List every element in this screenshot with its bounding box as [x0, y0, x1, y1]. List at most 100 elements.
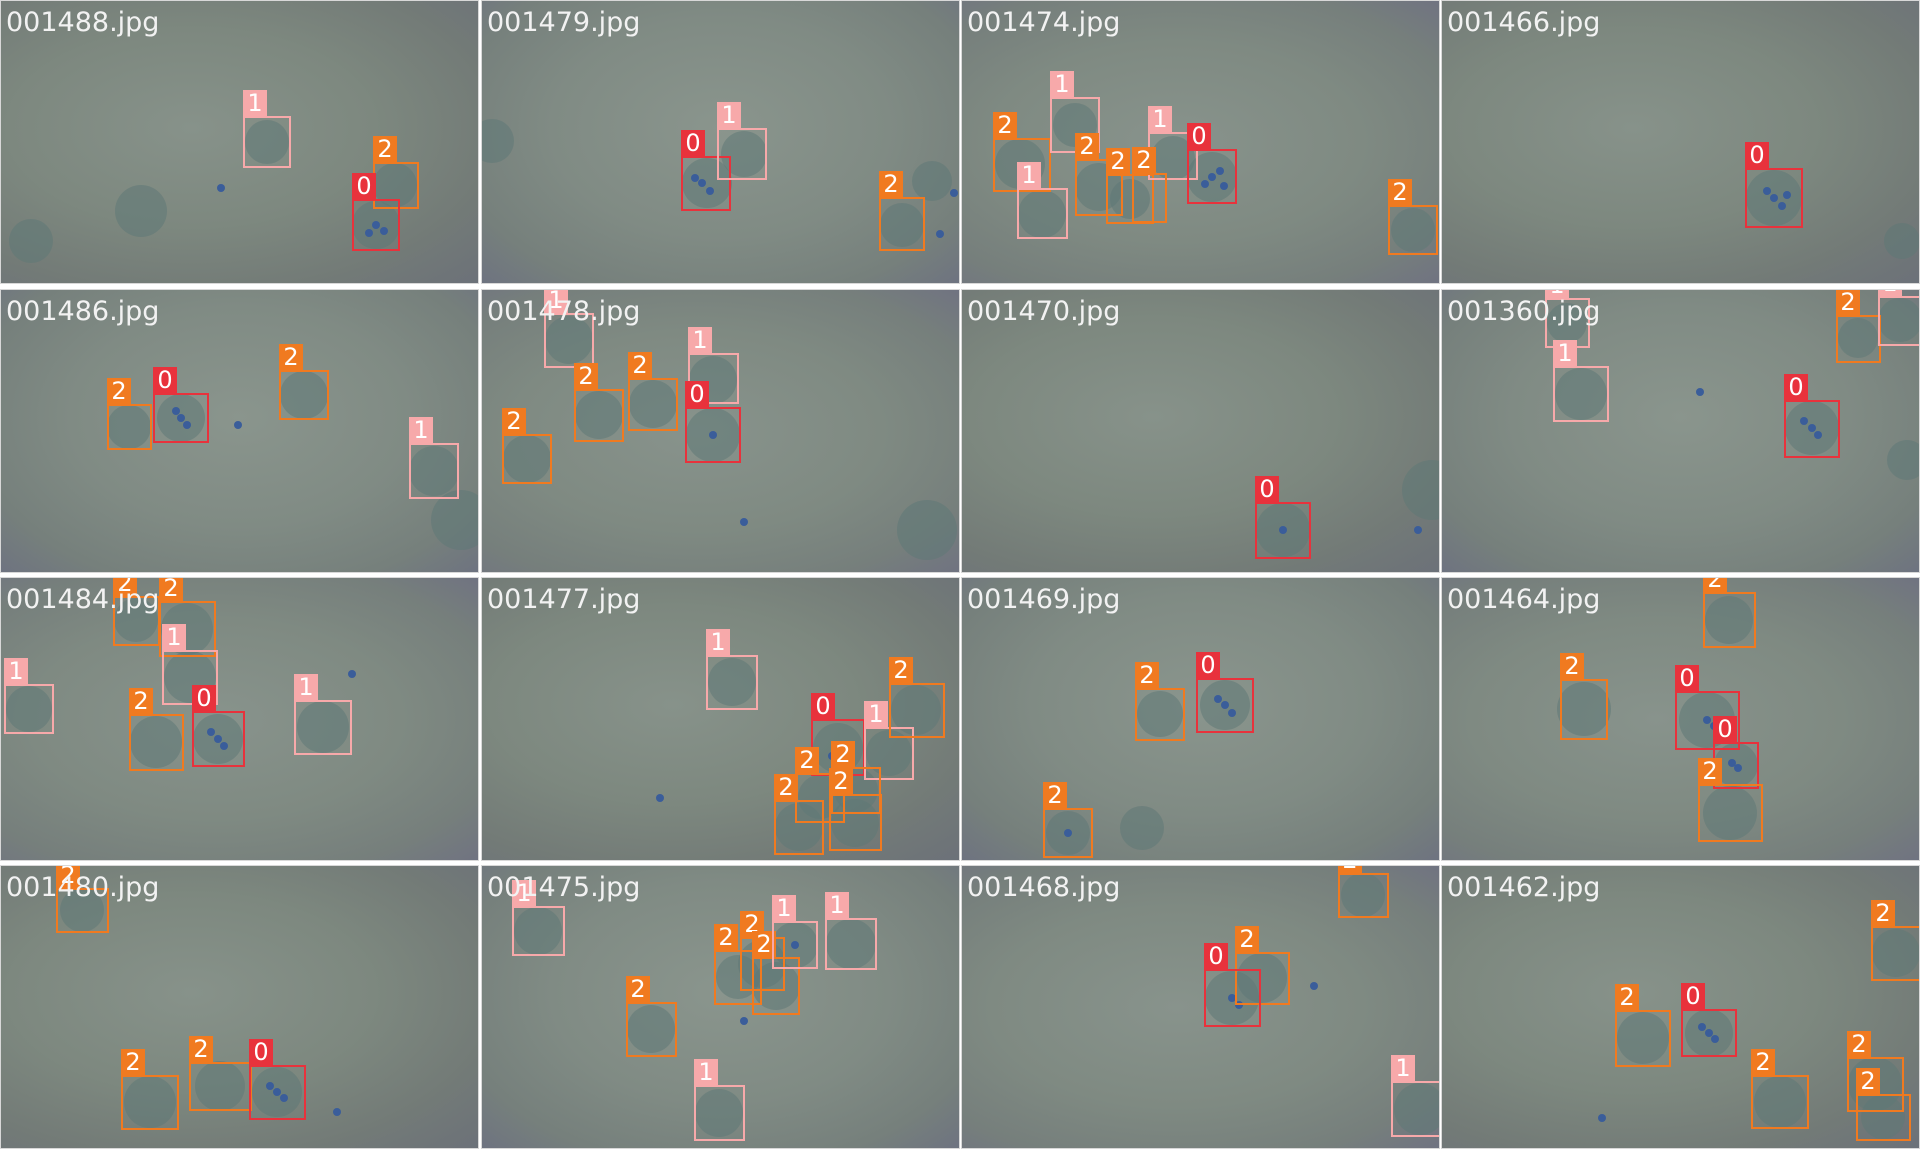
- parasite-spot: [698, 179, 706, 187]
- filename-label: 001480.jpg: [6, 872, 160, 903]
- detection-box-class-2[interactable]: 2: [1703, 578, 1756, 648]
- image-tile[interactable]: 001488.jpg 1 2 0: [0, 0, 479, 284]
- detection-box-class-0[interactable]: 0: [1255, 476, 1311, 559]
- detection-box-class-2[interactable]: 2: [1106, 148, 1154, 224]
- detection-box-class-2[interactable]: 2: [1075, 133, 1123, 216]
- detection-box-class-1[interactable]: 1: [772, 895, 818, 969]
- blood-cell: [695, 1089, 743, 1137]
- detection-box-class-1[interactable]: 1: [1017, 162, 1068, 239]
- blood-cell: [1391, 208, 1435, 252]
- detection-box-class-2[interactable]: 2: [1235, 926, 1290, 1005]
- detection-box-class-2[interactable]: 2: [1338, 866, 1389, 918]
- detection-box-class-2[interactable]: 2: [1836, 290, 1881, 363]
- parasite-spot: [1800, 417, 1808, 425]
- detection-box-class-1[interactable]: 1: [1553, 340, 1609, 422]
- detection-box-class-1[interactable]: 1: [688, 327, 739, 404]
- detection-box-class-2[interactable]: 2: [831, 741, 881, 814]
- detection-box-class-0[interactable]: 0: [685, 381, 741, 463]
- blood-cell: [431, 490, 478, 550]
- detection-box-class-2[interactable]: 2: [628, 352, 678, 431]
- image-tile[interactable]: 001484.jpg 2 2 1 1 2 0 1: [0, 577, 479, 861]
- image-tile[interactable]: 001486.jpg 2 0 2 1: [0, 289, 479, 573]
- parasite-spot: [1734, 764, 1742, 772]
- detection-box-class-1[interactable]: 1: [694, 1059, 745, 1141]
- detection-box-class-0[interactable]: 0: [1681, 983, 1737, 1057]
- detection-box-class-2[interactable]: 2: [1615, 984, 1671, 1067]
- detection-box-class-1[interactable]: 1: [706, 629, 758, 710]
- blood-cell: [629, 380, 677, 428]
- parasite-spot: [740, 1017, 748, 1025]
- detection-box-class-2[interactable]: 2: [121, 1049, 179, 1130]
- detection-box-class-2[interactable]: 2: [56, 866, 109, 933]
- detection-box-class-2[interactable]: 2: [889, 657, 945, 738]
- detection-box-class-0[interactable]: 0: [681, 130, 731, 211]
- detection-box-class-1[interactable]: 1: [1391, 1055, 1439, 1137]
- detection-box-class-2[interactable]: 2: [774, 774, 824, 855]
- detection-box-class-2[interactable]: 2: [1751, 1049, 1809, 1129]
- image-tile[interactable]: 001462.jpg 2 2 0 2 2 2: [1441, 865, 1920, 1149]
- detection-box-class-0[interactable]: 0: [153, 367, 209, 443]
- detection-box-class-2[interactable]: 2: [626, 976, 677, 1057]
- detection-box-class-1[interactable]: 1: [162, 624, 218, 705]
- detection-box-class-2[interactable]: 2: [1135, 662, 1185, 741]
- detection-box-class-2[interactable]: 2: [879, 171, 925, 251]
- detection-box-class-2[interactable]: 2: [1388, 179, 1438, 255]
- detection-box-class-2[interactable]: 2: [1698, 758, 1763, 842]
- detection-box-class-2[interactable]: 2: [993, 112, 1051, 192]
- detection-box-class-1[interactable]: 1: [243, 90, 291, 168]
- detection-box-class-1[interactable]: 1: [544, 290, 594, 368]
- image-tile[interactable]: 001478.jpg 1 2 2 1 0 2: [481, 289, 960, 573]
- parasite-spot: [1414, 526, 1422, 534]
- class-label: 0: [1745, 142, 1769, 168]
- detection-box-class-0[interactable]: 0: [1196, 652, 1254, 733]
- detection-box-class-1[interactable]: 1: [294, 674, 352, 755]
- parasite-spot: [217, 184, 225, 192]
- image-tile[interactable]: 001477.jpg 1 0 1 2 2 2 2 2: [481, 577, 960, 861]
- detection-box-class-2[interactable]: 2: [189, 1036, 252, 1111]
- filename-label: 001479.jpg: [487, 7, 641, 38]
- detection-box-class-2[interactable]: 2: [1132, 147, 1167, 223]
- detection-box-class-2[interactable]: 2: [1856, 1068, 1911, 1141]
- detection-box-class-0[interactable]: 0: [1784, 374, 1840, 458]
- detection-box-class-2[interactable]: 2: [1871, 900, 1919, 981]
- image-tile[interactable]: 001469.jpg 2 0 2: [961, 577, 1440, 861]
- image-tile[interactable]: 001464.jpg 2 2 0 0 2: [1441, 577, 1920, 861]
- detection-box-class-2[interactable]: 2: [795, 747, 845, 823]
- detection-box-class-0[interactable]: 0: [192, 685, 245, 767]
- detection-box-class-2[interactable]: 2: [279, 344, 329, 420]
- image-tile[interactable]: 001475.jpg 1 2 2 2 1 1 1 2: [481, 865, 960, 1149]
- detection-box-class-0[interactable]: 0: [1675, 665, 1740, 750]
- detection-box-class-1[interactable]: 1: [512, 880, 565, 956]
- detection-box-class-0[interactable]: 0: [352, 173, 400, 251]
- image-tile[interactable]: 001360.jpg11210: [1441, 289, 1920, 573]
- detection-box-class-1[interactable]: 1: [717, 102, 767, 180]
- detection-box-class-0[interactable]: 0: [249, 1039, 306, 1120]
- detection-box-class-2[interactable]: 2: [107, 378, 152, 450]
- image-tile[interactable]: 001480.jpg 2 2 2 0: [0, 865, 479, 1149]
- detection-box-class-2[interactable]: 2: [159, 578, 216, 657]
- detection-box-class-2[interactable]: 2: [1043, 782, 1093, 858]
- detection-box-class-1[interactable]: 1: [1878, 290, 1919, 346]
- image-tile[interactable]: 001466.jpg 0: [1441, 0, 1920, 284]
- detection-box-class-2[interactable]: 2: [502, 408, 552, 484]
- detection-box-class-2[interactable]: 2: [1847, 1031, 1904, 1112]
- detection-box-class-1[interactable]: 1: [409, 417, 459, 499]
- image-tile[interactable]: 001479.jpg 0 1 2: [481, 0, 960, 284]
- class-label: 1: [4, 658, 28, 684]
- detection-box-class-1[interactable]: 1: [4, 658, 54, 734]
- detection-box-class-0[interactable]: 0: [1187, 123, 1237, 204]
- detection-box-class-2[interactable]: 2: [714, 924, 762, 1005]
- detection-box-class-2[interactable]: 2: [1560, 653, 1608, 740]
- detection-box-class-2[interactable]: 2: [129, 688, 184, 771]
- class-label: 0: [1196, 652, 1220, 678]
- detection-box-class-0[interactable]: 0: [1204, 943, 1261, 1027]
- image-tile[interactable]: 001468.jpg2201: [961, 865, 1440, 1149]
- image-tile[interactable]: 001474.jpg 2 1 1 2 2 1 2 0 2: [961, 0, 1440, 284]
- detection-box-class-1[interactable]: 1: [825, 892, 877, 970]
- image-tile[interactable]: 001470.jpg 0: [961, 289, 1440, 573]
- detection-box-class-0[interactable]: 0: [1745, 142, 1803, 228]
- detection-box-class-2[interactable]: 2: [574, 363, 624, 442]
- detection-box-class-0[interactable]: 0: [1713, 716, 1759, 789]
- class-label: 2: [1698, 758, 1722, 784]
- detection-box-class-2[interactable]: 2: [829, 768, 882, 851]
